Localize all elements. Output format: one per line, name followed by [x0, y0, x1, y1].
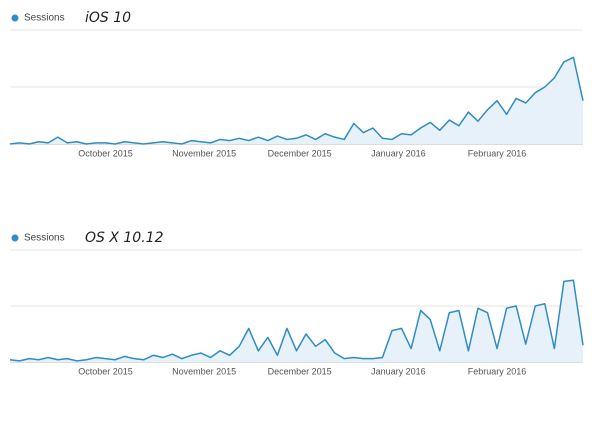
line: [9, 279, 584, 362]
annotation: iOS 10: [85, 10, 131, 26]
x-tick-label: January 2016: [371, 366, 426, 376]
x-tick-label: December 2015: [268, 366, 332, 376]
x-tick-label: February 2016: [468, 366, 527, 376]
area-fill: [10, 280, 583, 362]
area-fill: [10, 57, 583, 144]
x-tick-label: February 2016: [468, 148, 527, 158]
x-tick-label: October 2015: [78, 148, 133, 158]
legend-label: Sessions: [24, 13, 65, 24]
annotation: OS X 10.12: [85, 230, 164, 246]
x-tick-label: December 2015: [268, 148, 332, 158]
x-tick-label: November 2015: [172, 366, 236, 376]
x-tick-label: January 2016: [371, 148, 426, 158]
legend-dot: [11, 14, 19, 22]
legend-dot: [11, 234, 19, 242]
line: [9, 56, 584, 145]
legend-label: Sessions: [24, 233, 65, 244]
x-tick-label: October 2015: [78, 366, 133, 376]
x-tick-label: November 2015: [172, 148, 236, 158]
